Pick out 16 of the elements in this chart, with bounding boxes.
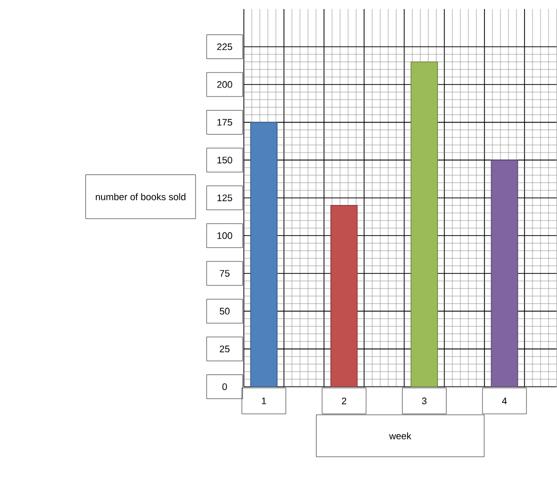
y-axis-title: number of books sold (96, 193, 186, 200)
y-tick-label: 200 (217, 81, 232, 88)
y-tick-label: 50 (220, 308, 230, 315)
x-tick-label: 3 (422, 398, 426, 404)
x-axis-title: week (389, 432, 412, 440)
y-tick-label: 225 (217, 44, 232, 50)
y-tick-label: 125 (217, 194, 232, 202)
y-tick-label: 25 (220, 346, 230, 352)
y-tick-label: 150 (217, 156, 232, 164)
y-tick-label: 75 (220, 270, 230, 277)
y-tick-label: 0 (222, 384, 227, 390)
y-tick-label: 100 (217, 232, 232, 240)
x-tick-label: 4 (502, 398, 507, 404)
y-tick-label: 175 (217, 119, 232, 126)
x-tick-label: 2 (342, 398, 346, 404)
x-tick-label: 1 (262, 398, 266, 404)
